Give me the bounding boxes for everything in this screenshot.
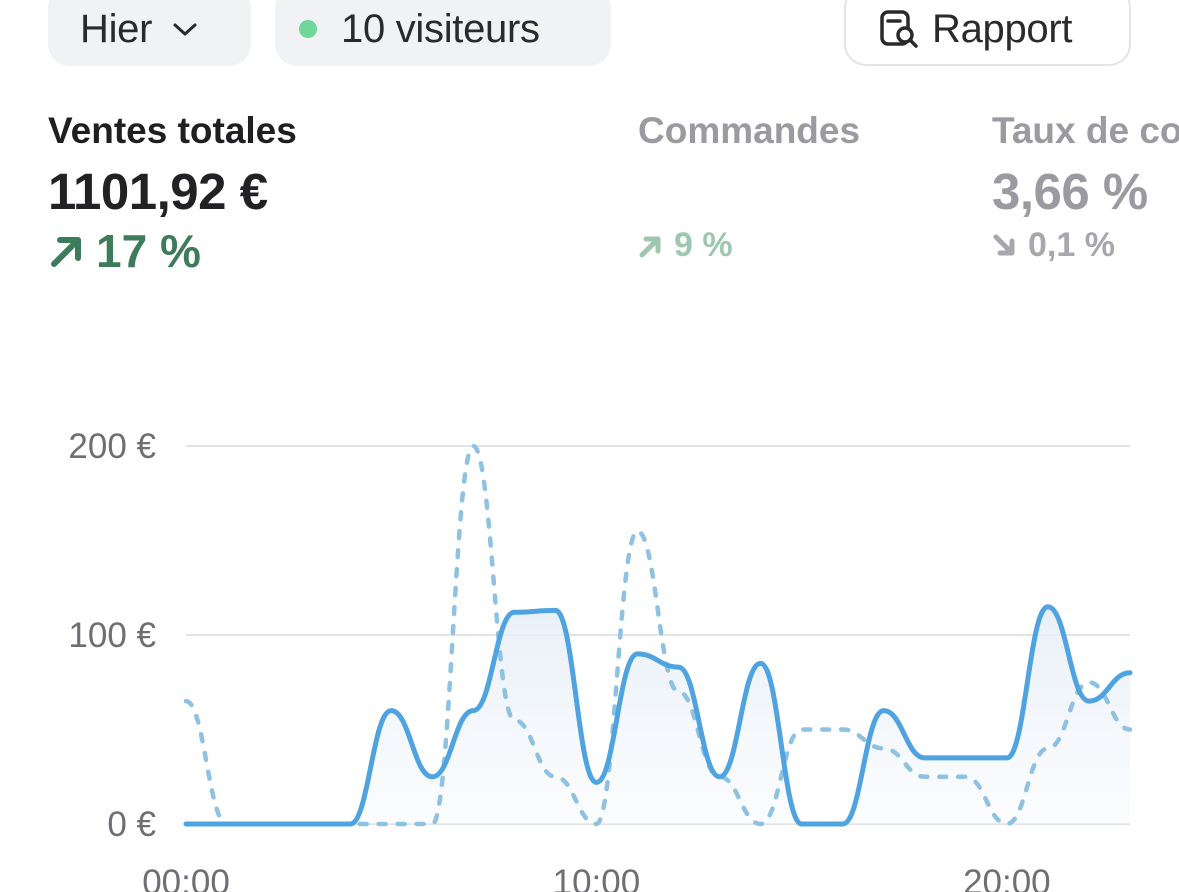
- arrow-up-right-icon: [51, 237, 81, 267]
- metric-label: Ventes totales: [48, 110, 297, 151]
- metric-value: 3,66 %: [992, 163, 1148, 220]
- x-tick-label: 10:00: [553, 863, 641, 892]
- visitors-badge[interactable]: 10 visiteurs: [275, 0, 611, 66]
- series-line-previous: [183, 443, 1133, 827]
- report-button[interactable]: Rapport: [844, 0, 1131, 66]
- y-tick-label: 0 €: [107, 805, 156, 844]
- report-label: Rapport: [932, 6, 1073, 51]
- x-tick-label: 20:00: [963, 863, 1051, 892]
- series-line-current: [183, 604, 1133, 827]
- y-tick-label: 200 €: [68, 427, 156, 466]
- metric-change-value: 0,1 %: [1028, 226, 1115, 264]
- arrow-up-right-icon: [639, 236, 661, 257]
- metric-change: 17 %: [48, 224, 297, 278]
- metric-change-value: 17 %: [96, 225, 201, 277]
- series-area-fill: [186, 606, 1130, 824]
- metric-value: [638, 162, 860, 222]
- date-filter-button[interactable]: Hier: [48, 0, 251, 66]
- x-tick-label: 00:00: [142, 863, 230, 892]
- metric-orders[interactable]: Commandes 9 %: [638, 110, 860, 265]
- sales-chart[interactable]: 200 € 100 € 0 € 00:00 10:00 20:00: [0, 380, 1179, 892]
- date-filter-label: Hier: [80, 6, 153, 51]
- metric-label: Commandes: [638, 110, 861, 151]
- report-search-icon: [880, 10, 918, 48]
- y-tick-label: 100 €: [68, 616, 156, 655]
- metric-total-sales[interactable]: Ventes totales 1101,92 € 17 %: [48, 110, 297, 278]
- metric-label: Taux de co: [992, 110, 1179, 151]
- metric-change: 0,1 %: [992, 226, 1179, 265]
- metric-conversion-rate[interactable]: Taux de co 3,66 % 0,1 %: [992, 110, 1179, 265]
- live-status-dot: [299, 20, 317, 38]
- metric-change-value: 9 %: [674, 226, 733, 264]
- visitors-label: 10 visiteurs: [341, 6, 540, 51]
- chevron-down-icon: [173, 23, 197, 36]
- arrow-down-right-icon: [993, 234, 1015, 255]
- metric-value: 1101,92 €: [48, 163, 268, 220]
- metric-change: 9 %: [638, 226, 860, 265]
